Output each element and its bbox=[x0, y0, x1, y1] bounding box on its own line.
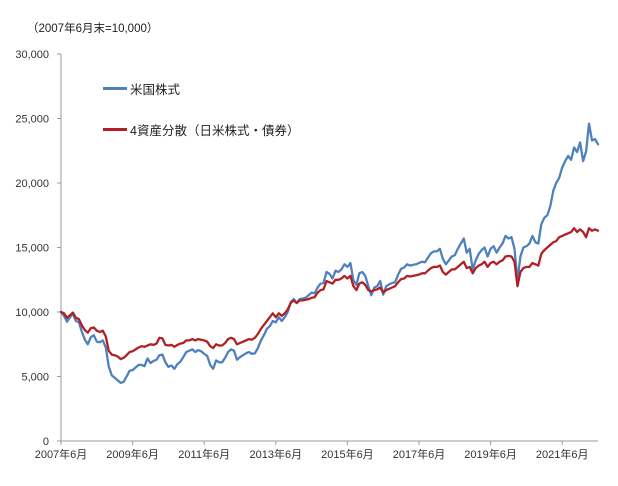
legend-swatch-4asset-diversified bbox=[103, 127, 127, 131]
x-tick-label: 2011年6月 bbox=[178, 447, 230, 461]
legend: 米国株式 4資産分散（日米株式・債券） bbox=[103, 80, 300, 138]
y-tick-label: 25,000 bbox=[15, 114, 49, 126]
y-tick-label: 15,000 bbox=[15, 243, 49, 255]
x-tick-label: 2007年6月 bbox=[35, 447, 88, 461]
legend-item-4asset-diversified: 4資産分散（日米株式・債券） bbox=[103, 121, 300, 138]
y-tick-label: 20,000 bbox=[15, 178, 49, 190]
legend-item-us-stocks: 米国株式 bbox=[103, 80, 299, 97]
x-tick-label: 2013年6月 bbox=[250, 447, 303, 461]
legend-swatch-us-stocks bbox=[103, 86, 127, 90]
x-tick-label: 2019年6月 bbox=[464, 447, 517, 461]
index-base-note: （2007年6月末=10,000） bbox=[27, 23, 159, 35]
series-line-us-stocks bbox=[59, 122, 600, 385]
x-tick-label: 2017年6月 bbox=[393, 447, 446, 461]
y-tick-label: 30,000 bbox=[15, 49, 49, 61]
y-tick-label: 0 bbox=[43, 436, 49, 448]
series-line-4asset-diversified bbox=[59, 227, 600, 361]
legend-label-4asset-diversified: 4資産分散（日米株式・債券） bbox=[130, 123, 300, 138]
legend-label-us-stocks: 米国株式 bbox=[130, 82, 181, 97]
y-tick-label: 10,000 bbox=[15, 307, 49, 319]
x-tick-label: 2021年6月 bbox=[536, 447, 589, 461]
x-tick-label: 2015年6月 bbox=[321, 447, 374, 461]
x-tick-label: 2009年6月 bbox=[106, 447, 159, 461]
y-tick-label: 5,000 bbox=[21, 372, 49, 384]
